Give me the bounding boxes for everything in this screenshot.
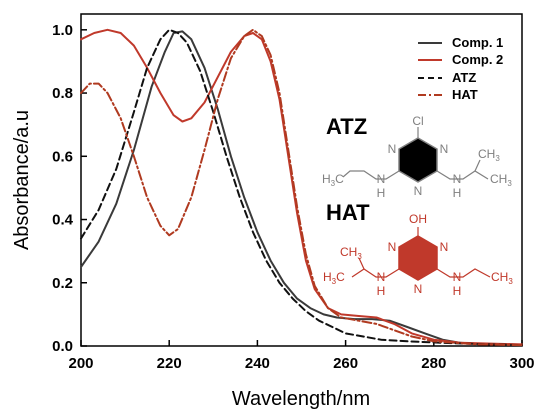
series-line-hat [80,28,523,347]
x-tick-label: 260 [333,355,358,372]
atz-triazine-ring [398,137,438,183]
atz-right-chain-top: CH3 [478,147,500,163]
x-tick-label: 300 [509,355,534,372]
legend-label-comp1: Comp. 1 [452,35,503,50]
legend-label-atz: ATZ [452,70,476,85]
y-axis-title: Absorbance/a.u [11,110,33,250]
y-tick-label: 0.4 [52,212,74,229]
hat-left-bonds [351,268,400,278]
hat-molecule-name: HAT [326,200,370,225]
hat-left-chain-top: CH3 [340,245,362,261]
hat-right-chain-end: CH3 [491,270,513,286]
x-axis-title: Wavelength/nm [232,388,370,410]
atz-left-chain-end: H3C [322,172,344,188]
y-tick-label: 0.2 [52,275,73,292]
atz-left-bonds [342,170,400,180]
x-tick-label: 240 [245,355,270,372]
hat-right-amine-h: H [453,284,462,298]
hat-ring-n-right: N [440,240,449,254]
atz-molecule: ATZ Cl N N N N H H3C N H CH3 CH3 [322,114,512,200]
x-tick-label: 220 [157,355,182,372]
legend-label-comp2: Comp. 2 [452,52,503,67]
hat-molecule: HAT OH N N N N H CH3 H3C N H CH3 [323,200,513,298]
atz-right-amine-h: H [453,186,462,200]
hat-left-chain-bottom: H3C [323,270,345,286]
x-tick-label: 200 [68,355,93,372]
atz-cl-label: Cl [412,114,423,128]
legend-label-hat: HAT [452,87,478,102]
legend: Comp. 1 Comp. 2 ATZ HAT [418,35,503,102]
series-line-atz [80,28,523,347]
axis-ticks: 200 220 240 260 280 300 0.0 0.2 0.4 0.6 0.8 1.0 [52,22,534,372]
hat-right-amine-n: N [453,270,462,284]
y-tick-label: 0.0 [52,338,73,355]
hat-right-bonds [436,268,491,278]
hat-left-amine-h: H [377,284,386,298]
atz-right-amine-n: N [453,172,462,186]
hat-triazine-ring [398,235,438,281]
atz-right-chain-bottom: CH3 [490,172,512,188]
atz-left-amine-n: N [377,172,386,186]
atz-ring-n-left: N [388,142,397,156]
hat-left-amine-n: N [377,270,386,284]
y-tick-label: 0.6 [52,148,73,165]
atz-right-bonds [436,170,489,180]
atz-right-branch-bond [474,159,481,172]
atz-left-amine-h: H [377,186,386,200]
atz-ring-n-right: N [440,142,449,156]
plot-frame [80,13,523,347]
hat-ring-n-left: N [388,240,397,254]
hat-oh-label: OH [409,212,427,226]
atz-ring-n-bottom: N [414,184,423,198]
atz-molecule-name: ATZ [326,114,367,139]
series-line-comp-1 [80,30,523,347]
hat-ring-n-bottom: N [414,282,423,296]
y-tick-label: 0.8 [52,85,73,102]
x-tick-label: 280 [421,355,446,372]
y-tick-label: 1.0 [52,22,73,39]
hat-left-branch-bond [358,257,365,270]
series-lines [80,28,523,347]
